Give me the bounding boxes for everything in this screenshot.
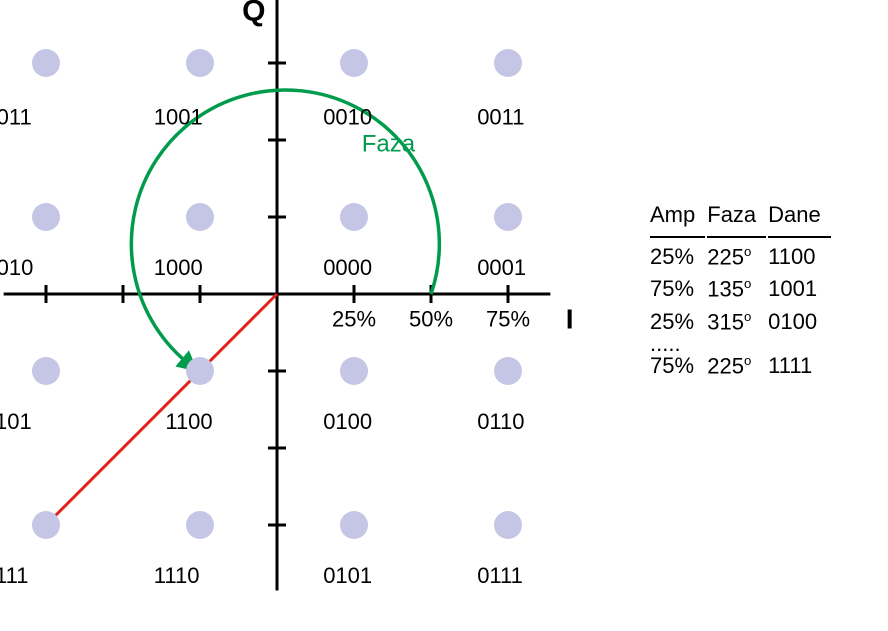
- constellation-point: [340, 511, 368, 539]
- constellation-point: [186, 203, 214, 231]
- constellation-label: 0001: [477, 255, 526, 280]
- constellation-label: 1100: [165, 409, 212, 434]
- amp-phase-data-table: Amp Faza Dane 25%225o110075%135o100125%3…: [648, 198, 833, 383]
- constellation-point: [494, 203, 522, 231]
- signal-vector: [46, 294, 277, 525]
- constellation-point: [32, 357, 60, 385]
- table-row: 25%225o1100: [650, 236, 831, 272]
- constellation-point: [494, 511, 522, 539]
- constellation-point: [32, 49, 60, 77]
- constellation-point: [32, 203, 60, 231]
- q-axis-label: Q: [242, 0, 265, 28]
- constellation-label: 1011: [0, 105, 32, 130]
- constellation-point: [32, 511, 60, 539]
- col-dane: Dane: [768, 200, 831, 234]
- constellation-point: [186, 49, 214, 77]
- constellation-point: [494, 49, 522, 77]
- table-ellipsis: .....: [650, 339, 831, 349]
- constellation-label: 1001: [154, 105, 203, 130]
- phase-arc-label: Faza: [362, 131, 416, 158]
- constellation-label: 1111: [0, 563, 28, 588]
- constellation-point: [340, 203, 368, 231]
- col-faza: Faza: [707, 200, 766, 234]
- axis-pct-label: 75%: [486, 306, 530, 331]
- table-row: 75%135o1001: [650, 274, 831, 304]
- constellation-point: [340, 49, 368, 77]
- constellation-point: [186, 357, 214, 385]
- constellation-label: 0101: [323, 563, 372, 588]
- table-row: 75%225o1111: [650, 351, 831, 381]
- constellation-label: 1110: [154, 563, 200, 588]
- constellation-label: 1010: [0, 255, 33, 280]
- constellation-label: 0000: [323, 255, 372, 280]
- constellation-label: 1101: [0, 409, 32, 434]
- constellation-label: 0010: [323, 105, 372, 130]
- axis-pct-label: 50%: [409, 306, 453, 331]
- constellation-label: 0100: [323, 409, 372, 434]
- col-amp: Amp: [650, 200, 705, 234]
- constellation-point: [340, 357, 368, 385]
- constellation-point: [494, 357, 522, 385]
- i-axis-label: I: [566, 304, 574, 335]
- constellation-point: [186, 511, 214, 539]
- constellation-label: 0111: [477, 563, 523, 588]
- constellation-label: 1000: [154, 255, 203, 280]
- constellation-label: 0011: [477, 105, 524, 130]
- constellation-label: 0110: [477, 409, 524, 434]
- axis-pct-label: 25%: [332, 306, 376, 331]
